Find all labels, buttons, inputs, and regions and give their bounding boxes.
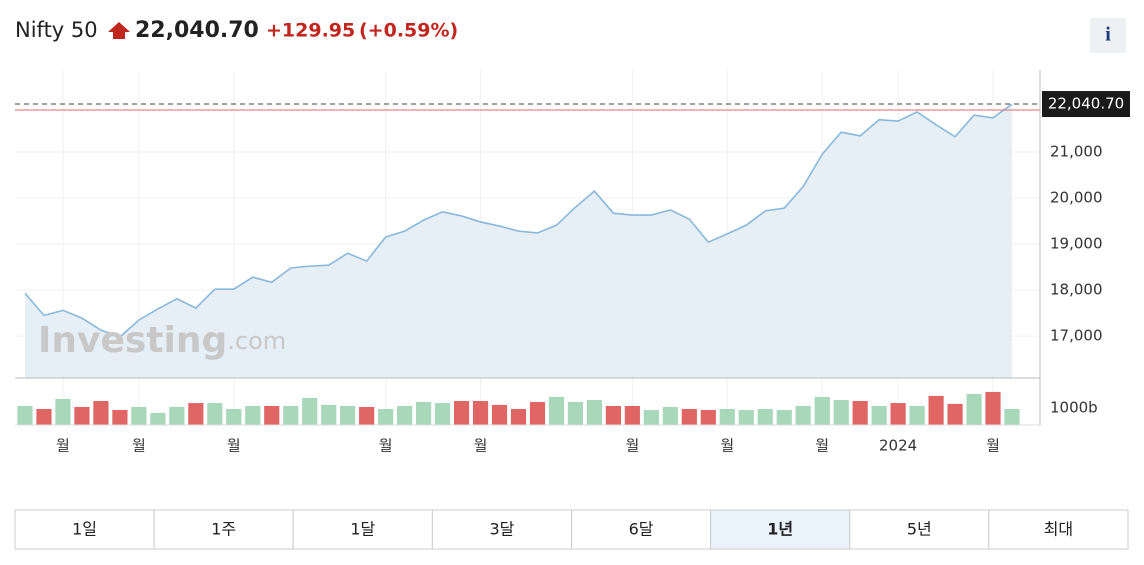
volume-bar — [416, 402, 432, 425]
volume-bar — [852, 400, 868, 425]
range-button[interactable] — [571, 509, 712, 550]
volume-bar — [814, 396, 830, 425]
volume-bar — [586, 399, 603, 425]
range-button-label: 5년 — [907, 520, 932, 539]
watermark: Investing.com — [38, 320, 286, 361]
range-button-label: 최대 — [1044, 520, 1073, 539]
x-tick-label: 월 — [132, 437, 146, 455]
y-tick-label: 19,000 — [1050, 235, 1103, 253]
volume-bar — [947, 403, 963, 425]
price: 22,040.70 — [135, 18, 259, 43]
volume-bar — [643, 410, 659, 425]
volume-bar — [909, 405, 925, 425]
x-tick-label: 월 — [625, 437, 639, 455]
volume-bar — [719, 408, 735, 425]
volume-bar — [1004, 408, 1020, 425]
volume-bar — [472, 400, 489, 425]
volume-bar — [397, 405, 413, 425]
volume-bar — [226, 408, 242, 425]
volume-bar — [491, 404, 508, 425]
volume-bar — [529, 402, 546, 425]
range-button-label: 1달 — [350, 520, 375, 539]
volume-bar — [378, 408, 394, 425]
volume-bar — [890, 403, 906, 425]
range-button-label: 1주 — [211, 520, 236, 539]
volume-bar — [453, 400, 470, 425]
change: +129.95 — [266, 20, 355, 42]
price-line — [24, 103, 1013, 338]
volume-bar — [662, 406, 678, 425]
volume-bar — [833, 399, 849, 425]
y-tick-label: 20,000 — [1050, 188, 1103, 206]
volume-bar — [738, 410, 754, 425]
volume-bar — [776, 410, 792, 425]
volume-bar — [605, 405, 621, 425]
volume-bar — [795, 405, 811, 425]
x-tick-label: 월 — [56, 437, 70, 455]
volume-tick-label: 1000b — [1050, 398, 1098, 416]
volume-bar — [36, 408, 52, 425]
volume-bar — [757, 408, 773, 425]
volume-bar — [207, 403, 223, 425]
info-icon: i — [1105, 24, 1111, 46]
range-button[interactable] — [710, 509, 851, 550]
volume-bar — [188, 403, 204, 425]
x-tick-label: 월 — [986, 437, 1000, 455]
volume-bar — [169, 406, 185, 425]
x-tick-label: 2024 — [879, 437, 917, 455]
y-tick-label: 18,000 — [1050, 281, 1103, 299]
volume-bar — [112, 410, 128, 425]
range-button[interactable] — [431, 509, 572, 550]
x-tick-label: 월 — [474, 437, 488, 455]
x-tick-label: 월 — [815, 437, 829, 455]
volume-bar — [966, 394, 982, 425]
range-button[interactable] — [292, 509, 433, 550]
volume-bar — [359, 406, 375, 425]
volume-bar — [74, 406, 90, 425]
y-tick-label: 21,000 — [1050, 142, 1103, 160]
info-button[interactable] — [1090, 18, 1126, 53]
volume-bar — [548, 396, 565, 425]
volume-bar — [624, 405, 640, 425]
price-area — [25, 104, 1012, 378]
volume-bar — [567, 402, 584, 425]
watermark-suffix: .com — [227, 327, 286, 355]
volume-bar — [55, 398, 71, 425]
range-button[interactable] — [849, 509, 990, 550]
volume-bar — [93, 400, 109, 425]
x-tick-label: 월 — [720, 437, 734, 455]
y-tick-label: 17,000 — [1050, 327, 1103, 345]
volume-bar — [340, 405, 356, 425]
volume-bar — [321, 404, 337, 425]
change-pct: (+0.59%) — [359, 20, 458, 42]
volume-bar — [928, 395, 944, 425]
index-name: Nifty 50 — [15, 18, 98, 42]
range-button-label: 6달 — [629, 520, 654, 539]
volume-bar — [871, 405, 887, 425]
last-price-label: 22,040.70 — [1048, 95, 1124, 113]
volume-bar — [985, 391, 1001, 425]
watermark-main: Investing — [38, 320, 227, 361]
range-button-label: 1일 — [72, 520, 97, 539]
range-button-label: 3달 — [489, 520, 514, 539]
x-tick-label: 월 — [379, 437, 393, 455]
volume-bar — [302, 397, 318, 425]
volume-bar — [264, 405, 280, 425]
range-button[interactable] — [988, 509, 1129, 550]
volume-bar — [150, 412, 166, 425]
volume-bar — [681, 408, 697, 425]
volume-bar — [17, 405, 33, 425]
x-tick-label: 월 — [227, 437, 241, 455]
last-price-box — [1042, 91, 1130, 118]
volume-bar — [700, 410, 716, 425]
range-button-label: 1년 — [767, 520, 793, 539]
volume-bar — [510, 408, 527, 425]
volume-bar — [245, 405, 261, 425]
volume-bar — [283, 405, 299, 425]
volume-bar — [131, 406, 147, 425]
up-arrow — [108, 22, 130, 39]
volume-bar — [434, 403, 451, 425]
